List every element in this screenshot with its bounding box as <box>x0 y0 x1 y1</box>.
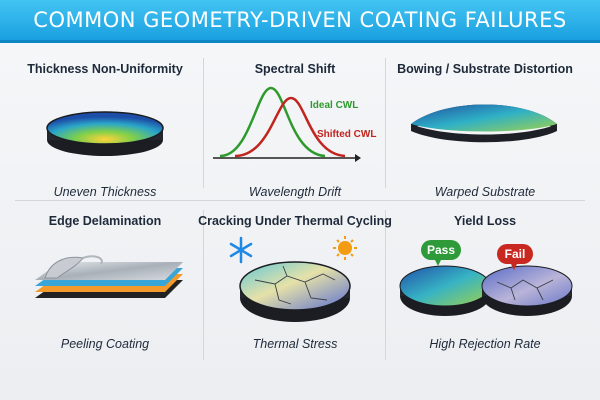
ideal-curve <box>219 86 326 158</box>
sun-icon <box>333 236 357 260</box>
divider <box>385 58 386 188</box>
panel-caption: High Rejection Rate <box>429 337 541 351</box>
divider <box>385 210 386 360</box>
panel-title: Thickness Non-Uniformity <box>27 62 183 76</box>
divider <box>203 210 204 360</box>
panel-title: Spectral Shift <box>254 62 336 76</box>
divider <box>15 200 585 201</box>
pass-badge: Pass <box>421 240 461 266</box>
cracked-disc-illustration <box>229 236 357 322</box>
panel-caption: Warped Substrate <box>434 185 536 199</box>
panel-cracking: Cracking Under Thermal Cycling Thermal S… <box>195 210 395 370</box>
panel-edge-delamination: Edge Delamination Peeling Coating <box>5 210 205 370</box>
pass-label: Pass <box>427 243 455 257</box>
panel-bowing: Bowing / Substrate Distortion Warped Sub… <box>385 58 585 218</box>
panel-title: Yield Loss <box>453 214 517 228</box>
panel-caption: Peeling Coating <box>60 337 150 351</box>
panel-title: Cracking Under Thermal Cycling <box>198 214 392 228</box>
shifted-curve <box>234 96 346 158</box>
spectral-shift-illustration: Ideal CWL Shifted CWL <box>213 86 376 162</box>
divider <box>203 58 204 188</box>
yield-loss-illustration: Pass Fail <box>399 240 573 316</box>
warped-substrate-illustration <box>411 104 557 143</box>
panel-caption: Wavelength Drift <box>248 185 342 199</box>
panel-title: Bowing / Substrate Distortion <box>397 62 573 76</box>
peeling-coating-illustration <box>35 255 183 298</box>
panel-yield-loss: Pass Fail Yield Loss High Rejection Rate <box>385 210 585 370</box>
panel-caption: Thermal Stress <box>252 337 338 351</box>
ideal-cwl-label: Ideal CWL <box>310 100 358 111</box>
panel-spectral-shift: Ideal CWL Shifted CWL Spectral Shift Wav… <box>195 58 395 218</box>
fail-label: Fail <box>505 247 526 261</box>
shifted-cwl-label: Shifted CWL <box>317 129 376 140</box>
snowflake-icon <box>229 236 253 264</box>
title-banner: COMMON GEOMETRY-DRIVEN COATING FAILURES <box>0 0 600 43</box>
page-title: COMMON GEOMETRY-DRIVEN COATING FAILURES <box>33 8 567 32</box>
panel-title: Edge Delamination <box>48 214 162 228</box>
fail-badge: Fail <box>497 244 533 270</box>
thickness-disc-illustration <box>46 111 164 156</box>
panel-caption: Uneven Thickness <box>53 185 157 199</box>
panel-thickness-non-uniformity: Thickness Non-Uniformity Uneven Thicknes… <box>5 58 205 218</box>
